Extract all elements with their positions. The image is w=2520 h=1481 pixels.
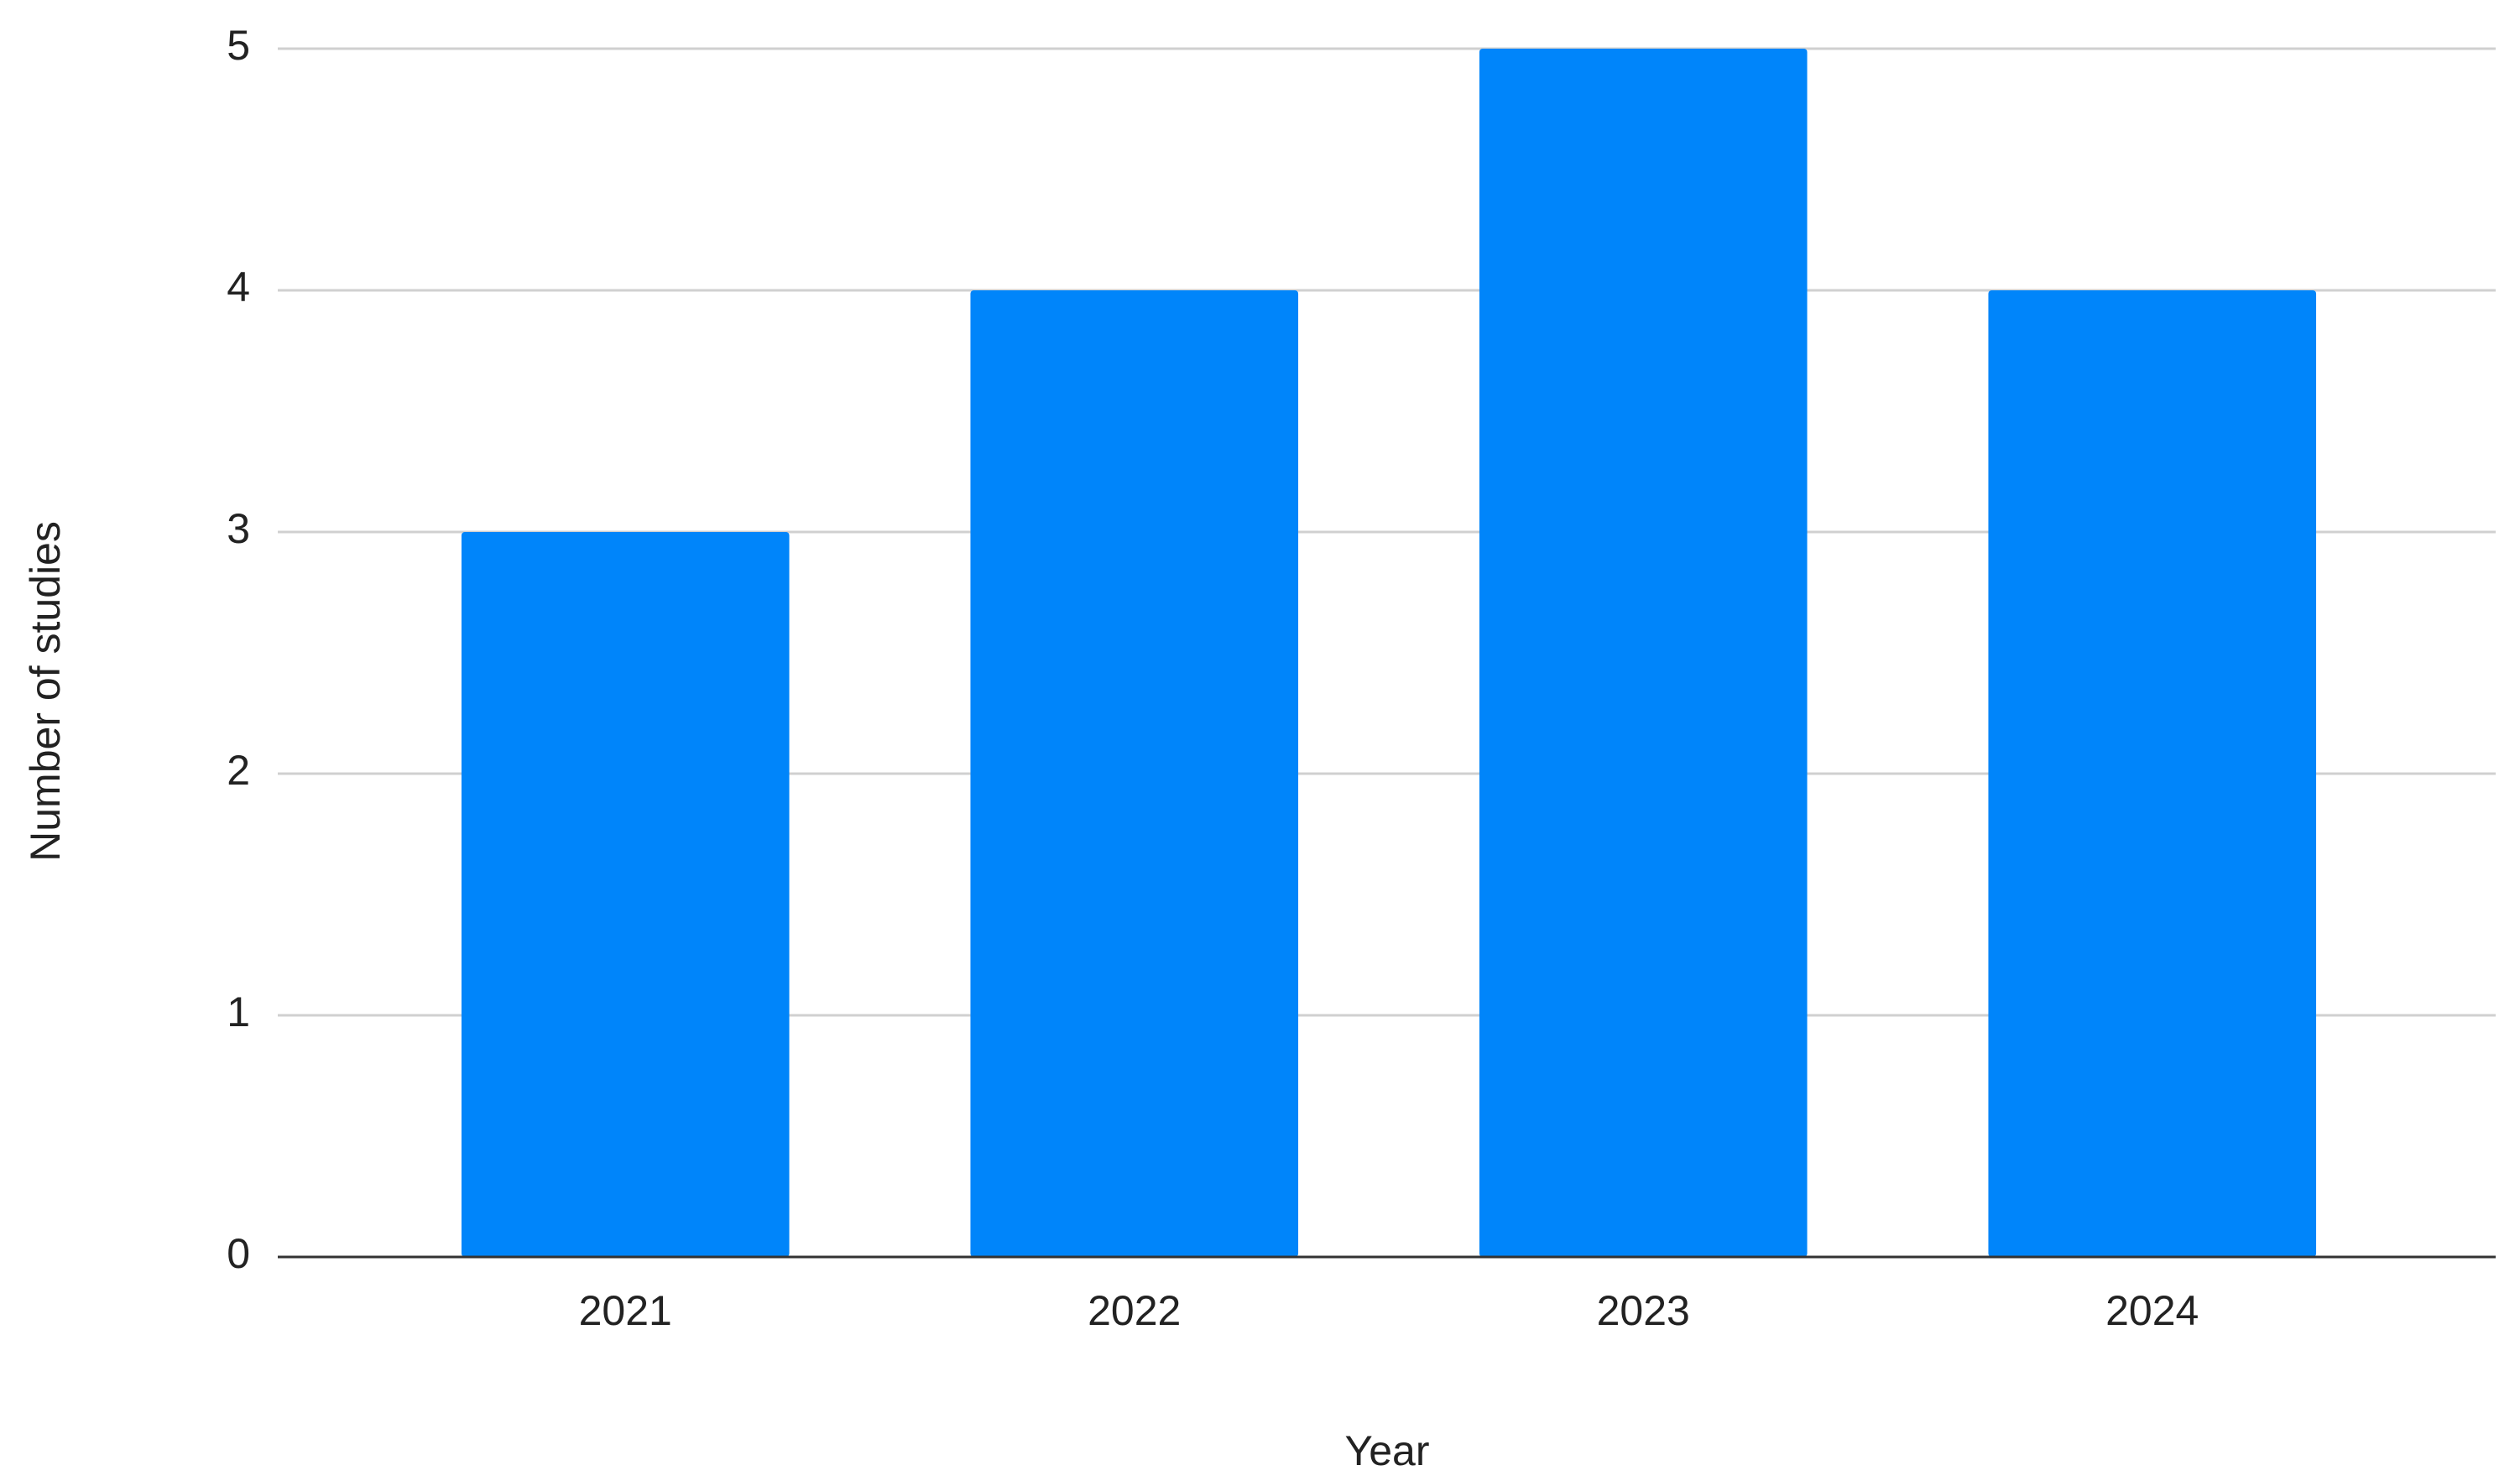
bar	[461, 532, 790, 1257]
y-tick-label: 5	[227, 22, 250, 69]
y-tick-label: 4	[227, 263, 250, 310]
bar	[1988, 290, 2317, 1257]
bar	[970, 290, 1299, 1257]
x-tick-label: 2023	[1597, 1287, 1690, 1334]
y-tick-label: 1	[227, 988, 250, 1035]
y-axis-label: Number of studies	[22, 521, 69, 862]
y-tick-label: 3	[227, 505, 250, 552]
y-tick-label: 2	[227, 747, 250, 794]
x-tick-label: 2022	[1088, 1287, 1181, 1334]
bar	[1479, 49, 1808, 1257]
y-tick-label: 0	[227, 1230, 250, 1277]
x-tick-label: 2021	[579, 1287, 672, 1334]
x-axis-label: Year	[1344, 1427, 1429, 1474]
x-tick-label: 2024	[2105, 1287, 2199, 1334]
